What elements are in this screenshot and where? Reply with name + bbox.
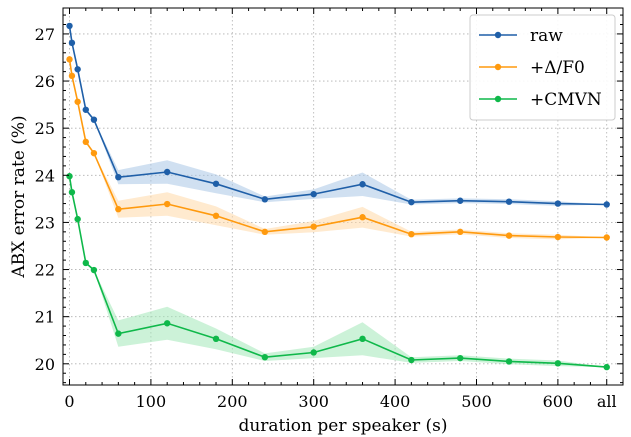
data-point	[261, 353, 269, 361]
data-point	[82, 259, 89, 267]
data-point	[66, 56, 73, 63]
data-point	[212, 335, 220, 343]
legend-label: +CMVN	[530, 90, 602, 110]
data-point	[115, 330, 122, 337]
legend-box	[469, 14, 616, 121]
data-point	[505, 232, 513, 239]
x-tick-label: 0	[64, 392, 74, 411]
x-tick-label: 100	[136, 392, 167, 411]
data-point	[66, 173, 73, 180]
data-point	[457, 354, 464, 362]
axis-ticks	[63, 8, 623, 385]
x-tick-label: 500	[461, 392, 492, 411]
data-point	[457, 197, 464, 204]
data-point	[74, 66, 81, 73]
data-point	[505, 358, 513, 365]
data-point	[74, 98, 81, 105]
y-tick-label: 24	[35, 166, 55, 185]
series-line-0	[68, 25, 607, 206]
series-line-1	[68, 59, 607, 239]
data-point	[68, 189, 76, 196]
data-point	[261, 196, 269, 203]
data-point	[310, 223, 317, 230]
y-tick-label: 27	[35, 25, 55, 44]
data-point	[212, 180, 220, 187]
data-point	[359, 181, 366, 188]
y-tick-label: 25	[35, 119, 55, 138]
y-tick-labels: 20 21 22 23 24 25 26 27	[35, 25, 55, 374]
data-point	[68, 72, 76, 80]
data-point	[505, 198, 513, 205]
data-point	[82, 106, 89, 113]
data-point	[603, 234, 610, 241]
data-point	[554, 233, 562, 241]
data-point	[68, 39, 76, 47]
data-point	[603, 201, 610, 208]
data-point	[66, 22, 73, 30]
series-line-2	[68, 176, 607, 368]
x-tick-labels: 0 100 200 300 400 500 600 all	[64, 392, 616, 411]
data-point	[163, 168, 171, 176]
data-point	[90, 116, 98, 123]
legend-label: raw	[530, 26, 563, 46]
data-point	[115, 173, 122, 181]
data-point	[115, 206, 122, 213]
x-tick-label: all	[597, 392, 617, 411]
data-point	[90, 149, 98, 157]
data-point	[408, 198, 415, 206]
data-point	[74, 215, 81, 223]
data-point	[163, 320, 171, 327]
data-point	[212, 212, 220, 220]
series-lines	[68, 25, 607, 368]
data-point	[163, 200, 171, 208]
x-tick-label: 400	[380, 392, 411, 411]
y-tick-label: 23	[35, 213, 55, 232]
x-axis-label: duration per speaker (s)	[238, 416, 447, 436]
legend-marker	[494, 31, 502, 39]
legend-label: +Δ/F0	[530, 58, 585, 78]
data-point	[603, 363, 610, 371]
legend-marker	[494, 63, 502, 71]
data-point	[90, 266, 98, 274]
y-axis-label: ABX error rate (%)	[9, 115, 29, 278]
data-point	[82, 138, 89, 146]
data-point	[310, 190, 317, 198]
data-point	[457, 228, 464, 236]
data-point	[408, 231, 415, 238]
legend-marker	[494, 95, 502, 103]
y-tick-label: 20	[35, 355, 55, 374]
data-point	[359, 335, 366, 343]
data-point	[310, 349, 317, 356]
y-tick-label: 21	[35, 308, 55, 327]
y-tick-label: 22	[35, 261, 55, 280]
data-point	[554, 200, 562, 207]
plot-frame	[62, 7, 624, 386]
x-tick-label: 300	[298, 392, 329, 411]
legend: raw +Δ/F0 +CMVN	[469, 14, 616, 121]
x-tick-label: 200	[217, 392, 248, 411]
data-point	[359, 214, 366, 221]
y-tick-label: 26	[35, 72, 55, 91]
x-tick-label: 600	[543, 392, 574, 411]
data-point	[408, 356, 415, 364]
data-point	[261, 228, 269, 236]
series-points	[66, 22, 610, 371]
data-point	[554, 360, 562, 367]
